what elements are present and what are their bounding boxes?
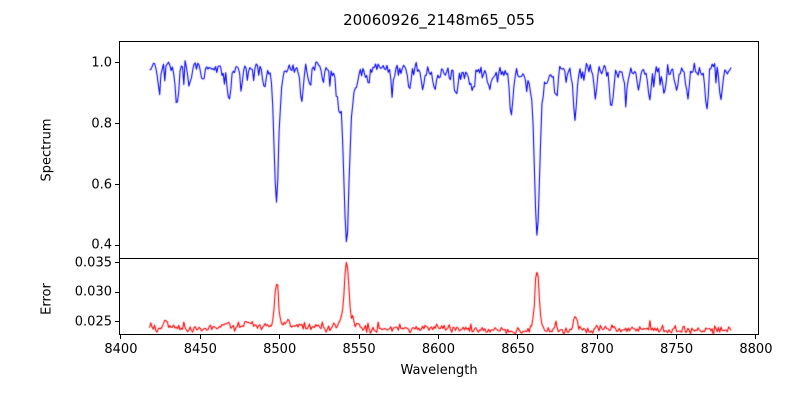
chart-title: 20060926_2148m65_055 xyxy=(343,11,535,29)
x-tick-label: 8650 xyxy=(501,342,535,357)
x-tick-label: 8800 xyxy=(739,342,773,357)
spectrum-y-tick-mark xyxy=(115,62,119,64)
error-y-tick-label: 0.030 xyxy=(74,284,112,300)
x-tick-mark xyxy=(120,335,122,339)
error-y-tick-mark xyxy=(115,291,119,293)
x-tick-label: 8550 xyxy=(342,342,376,357)
x-tick-mark xyxy=(517,335,519,339)
error-y-tick-label: 0.035 xyxy=(74,255,112,271)
x-tick-mark xyxy=(596,335,598,339)
spectrum-panel xyxy=(119,41,759,259)
error-y-tick-mark xyxy=(115,262,119,264)
x-axis-label: Wavelength xyxy=(400,363,478,378)
x-tick-label: 8600 xyxy=(421,342,455,357)
x-tick-label: 8750 xyxy=(660,342,694,357)
spectrum-y-tick-label: 1.0 xyxy=(91,55,112,71)
x-tick-mark xyxy=(279,335,281,339)
error-y-axis-label: Error xyxy=(39,283,55,315)
spectrum-y-tick-label: 0.6 xyxy=(91,177,112,192)
x-tick-mark xyxy=(676,335,678,339)
spectrum-y-tick-label: 0.4 xyxy=(91,237,112,253)
x-tick-label: 8450 xyxy=(183,342,217,357)
x-tick-mark xyxy=(358,335,360,339)
spectrum-y-tick-mark xyxy=(115,244,119,246)
x-tick-label: 8500 xyxy=(263,342,297,357)
spectrum-y-axis-label: Spectrum xyxy=(39,118,55,182)
spectrum-y-tick-mark xyxy=(115,123,119,125)
x-tick-label: 8700 xyxy=(580,342,614,357)
error-panel xyxy=(119,259,759,335)
spectrum-y-tick-mark xyxy=(115,184,119,185)
x-tick-label: 8400 xyxy=(104,342,138,357)
x-tick-mark xyxy=(755,335,757,339)
error-y-tick-label: 0.025 xyxy=(74,314,112,330)
spectrum-y-tick-label: 0.8 xyxy=(91,116,112,132)
x-tick-mark xyxy=(199,335,201,339)
x-tick-mark xyxy=(437,335,439,339)
error-y-tick-mark xyxy=(115,321,119,323)
